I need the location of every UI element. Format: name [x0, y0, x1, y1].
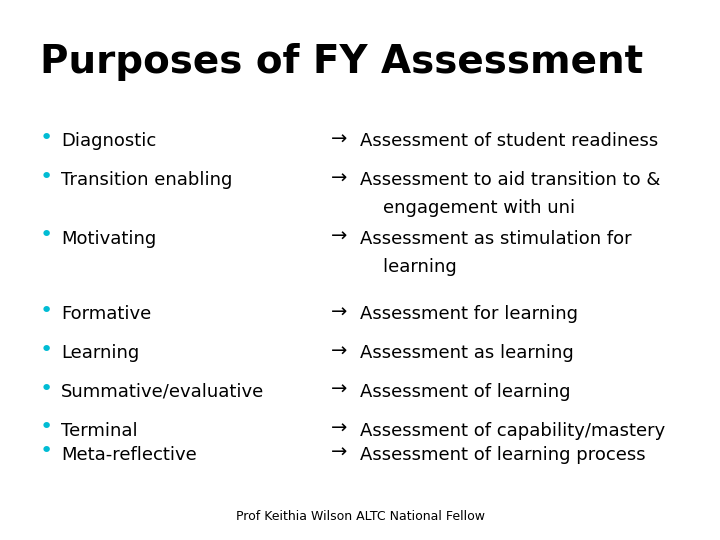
Text: •: •	[40, 128, 53, 148]
Text: •: •	[40, 379, 53, 399]
Text: →: →	[331, 227, 348, 246]
Text: Formative: Formative	[61, 305, 151, 323]
Text: •: •	[40, 340, 53, 360]
Text: Assessment to aid transition to &: Assessment to aid transition to &	[360, 171, 660, 189]
Text: Assessment of learning process: Assessment of learning process	[360, 446, 646, 463]
Text: Prof Keithia Wilson ALTC National Fellow: Prof Keithia Wilson ALTC National Fellow	[235, 510, 485, 523]
Text: •: •	[40, 441, 53, 461]
Text: Meta-reflective: Meta-reflective	[61, 446, 197, 463]
Text: Learning: Learning	[61, 344, 140, 362]
Text: •: •	[40, 417, 53, 437]
Text: Assessment for learning: Assessment for learning	[360, 305, 578, 323]
Text: →: →	[331, 341, 348, 360]
Text: →: →	[331, 443, 348, 462]
Text: engagement with uni: engagement with uni	[360, 199, 575, 217]
Text: Diagnostic: Diagnostic	[61, 132, 156, 150]
Text: →: →	[331, 168, 348, 187]
Text: learning: learning	[360, 258, 456, 275]
Text: →: →	[331, 419, 348, 438]
Text: Assessment of student readiness: Assessment of student readiness	[360, 132, 658, 150]
Text: →: →	[331, 130, 348, 148]
Text: →: →	[331, 380, 348, 399]
Text: Motivating: Motivating	[61, 230, 156, 247]
Text: Summative/evaluative: Summative/evaluative	[61, 383, 264, 401]
Text: •: •	[40, 225, 53, 245]
Text: •: •	[40, 301, 53, 321]
Text: Assessment as learning: Assessment as learning	[360, 344, 574, 362]
Text: Assessment as stimulation for: Assessment as stimulation for	[360, 230, 631, 247]
Text: Terminal: Terminal	[61, 422, 138, 440]
Text: Assessment of learning: Assessment of learning	[360, 383, 570, 401]
Text: •: •	[40, 167, 53, 187]
Text: Purposes of FY Assessment: Purposes of FY Assessment	[40, 43, 643, 81]
Text: Transition enabling: Transition enabling	[61, 171, 233, 189]
Text: Assessment of capability/mastery: Assessment of capability/mastery	[360, 422, 665, 440]
Text: →: →	[331, 302, 348, 321]
